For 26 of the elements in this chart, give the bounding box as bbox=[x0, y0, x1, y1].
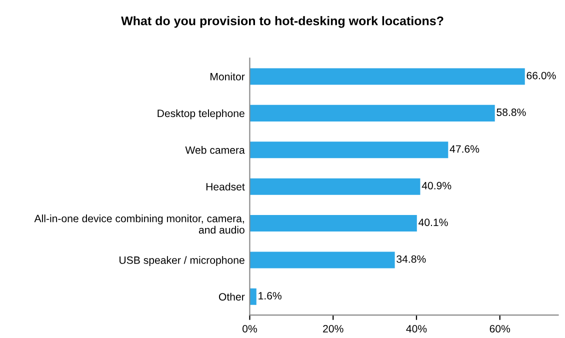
bar bbox=[250, 68, 525, 85]
bar bbox=[250, 104, 495, 122]
y-tick-label: Monitor bbox=[210, 72, 245, 80]
x-tick-label: 60% bbox=[490, 325, 510, 332]
data-label: 47.6% bbox=[450, 145, 480, 153]
y-tick-label: Headset bbox=[206, 182, 245, 191]
x-tick-label: 40% bbox=[406, 325, 427, 332]
y-tick-label: USB speaker / microphone bbox=[120, 256, 244, 266]
x-tick-label: 0% bbox=[242, 325, 257, 332]
bar bbox=[250, 178, 420, 195]
data-label: 66.0% bbox=[526, 72, 556, 80]
data-label: 34.8% bbox=[396, 255, 426, 263]
x-tick-label: 20% bbox=[323, 325, 344, 332]
bar bbox=[250, 252, 395, 268]
bar bbox=[250, 288, 256, 305]
bar bbox=[250, 215, 417, 232]
bar bbox=[250, 142, 448, 158]
data-label: 1.6% bbox=[258, 292, 282, 300]
data-label: 58.8% bbox=[496, 108, 526, 116]
data-label: 40.1% bbox=[418, 218, 448, 226]
chart-title: What do you provision to hot-desking work locations? bbox=[121, 16, 444, 28]
y-tick-label: Desktop telephone bbox=[158, 109, 244, 120]
y-tick-label: Web camera bbox=[185, 146, 245, 154]
data-label: 40.9% bbox=[422, 182, 452, 190]
y-tick-label: All-in-one device combining monitor, camera, and audio bbox=[34, 214, 244, 234]
y-tick-label: Other bbox=[218, 292, 245, 301]
